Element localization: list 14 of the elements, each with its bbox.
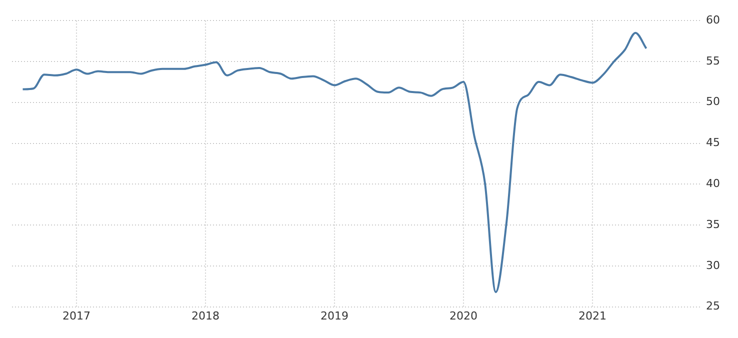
- y-tick-label: 35: [706, 218, 720, 231]
- y-tick-label: 25: [706, 300, 720, 313]
- y-tick-label: 60: [706, 13, 720, 26]
- x-tick-label: 2019: [320, 309, 348, 322]
- y-tick-label: 55: [706, 54, 720, 68]
- x-tick-label: 2018: [192, 309, 220, 322]
- y-tick-label: 30: [706, 258, 720, 272]
- y-tick-label: 40: [706, 177, 720, 190]
- x-tick-label: 2021: [578, 309, 607, 322]
- line-series: [22, 32, 648, 294]
- y-tick-label: 50: [706, 95, 720, 108]
- x-tick-label: 2020: [450, 309, 478, 322]
- y-tick-label: 45: [706, 136, 720, 150]
- x-tick-label: 2017: [62, 309, 90, 322]
